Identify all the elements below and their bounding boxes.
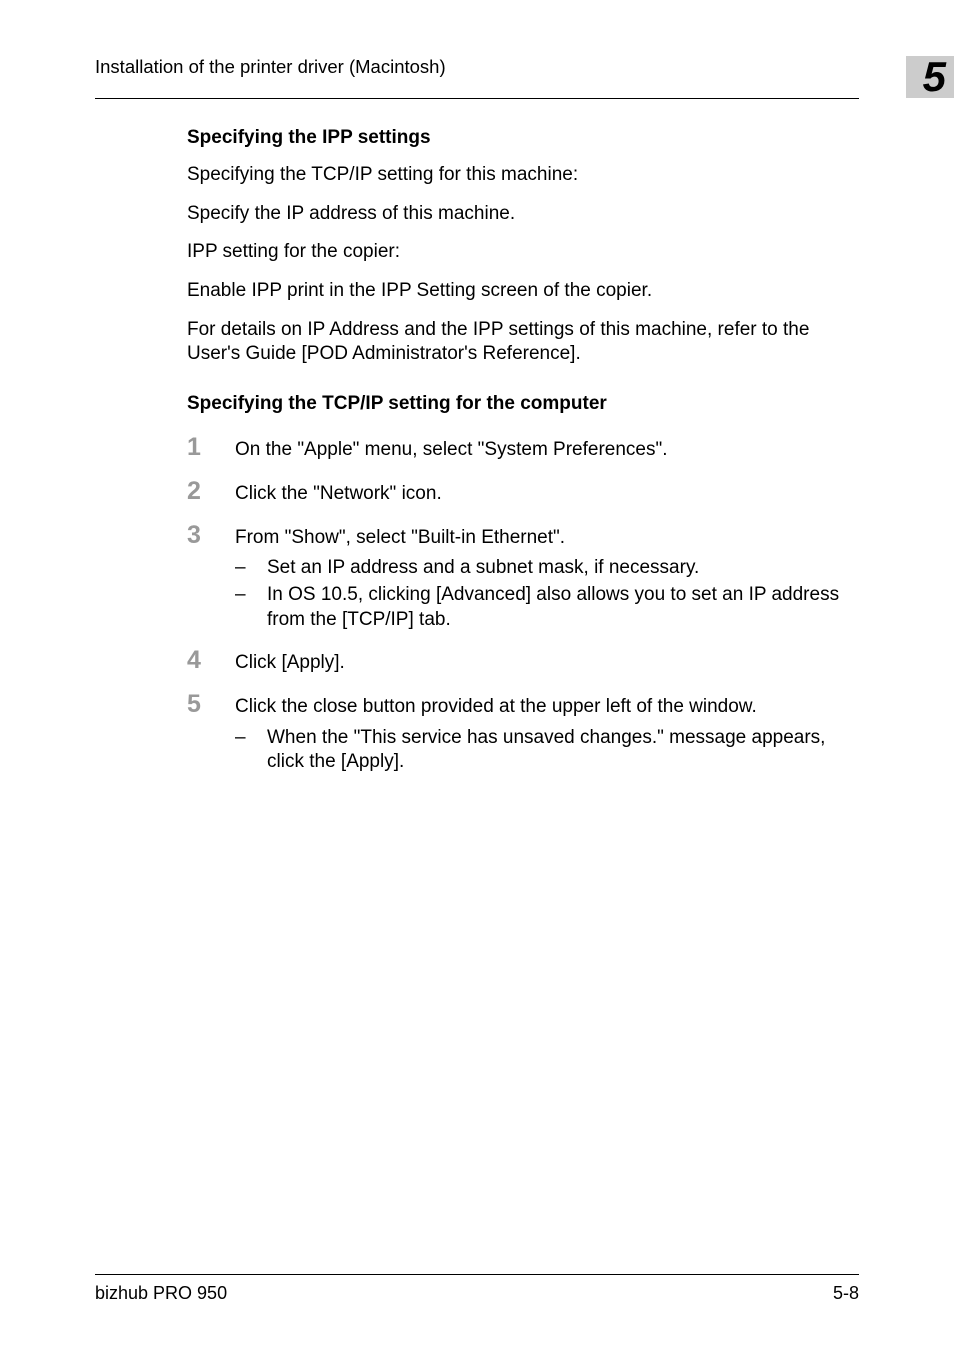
step-number: 2 [187,477,235,506]
paragraph: For details on IP Address and the IPP se… [187,318,859,367]
sub-list: – When the "This service has unsaved cha… [235,726,859,775]
section-heading-ipp: Specifying the IPP settings [187,127,859,149]
dash-icon: – [235,556,267,581]
step-number: 1 [187,433,235,462]
step-text: On the "Apple" menu, select "System Pref… [235,438,668,463]
sub-item: – In OS 10.5, clicking [Advanced] also a… [235,583,859,632]
step-number: 4 [187,646,235,675]
dash-icon: – [235,726,267,775]
step-row: 5 Click the close button provided at the… [187,690,859,720]
step-row: 2 Click the "Network" icon. [187,477,859,507]
step-text: Click the close button provided at the u… [235,695,757,720]
page-content: Specifying the IPP settings Specifying t… [95,127,859,775]
chapter-number: 5 [923,53,946,100]
footer-page-number: 5-8 [833,1283,859,1304]
step-text: Click [Apply]. [235,651,345,676]
sub-item-text: When the "This service has unsaved chang… [267,726,859,775]
page-header: Installation of the printer driver (Maci… [95,56,859,99]
chapter-number-box: 5 [906,56,954,98]
step-number: 3 [187,521,235,550]
header-title: Installation of the printer driver (Maci… [95,56,446,82]
sub-item: – Set an IP address and a subnet mask, i… [235,556,859,581]
paragraph: IPP setting for the copier: [187,240,859,265]
sub-list: – Set an IP address and a subnet mask, i… [235,556,859,632]
step-number: 5 [187,690,235,719]
sub-item: – When the "This service has unsaved cha… [235,726,859,775]
paragraph: Enable IPP print in the IPP Setting scre… [187,279,859,304]
footer-product-name: bizhub PRO 950 [95,1283,227,1304]
page-footer: bizhub PRO 950 5-8 [95,1274,859,1304]
paragraph: Specifying the TCP/IP setting for this m… [187,163,859,188]
sub-item-text: In OS 10.5, clicking [Advanced] also all… [267,583,859,632]
paragraph: Specify the IP address of this machine. [187,202,859,227]
section-heading-tcpip: Specifying the TCP/IP setting for the co… [187,393,859,415]
step-row: 4 Click [Apply]. [187,646,859,676]
step-row: 1 On the "Apple" menu, select "System Pr… [187,433,859,463]
step-text: Click the "Network" icon. [235,482,442,507]
sub-item-text: Set an IP address and a subnet mask, if … [267,556,699,581]
dash-icon: – [235,583,267,632]
step-text: From "Show", select "Built-in Ethernet". [235,526,565,551]
step-row: 3 From "Show", select "Built-in Ethernet… [187,521,859,551]
